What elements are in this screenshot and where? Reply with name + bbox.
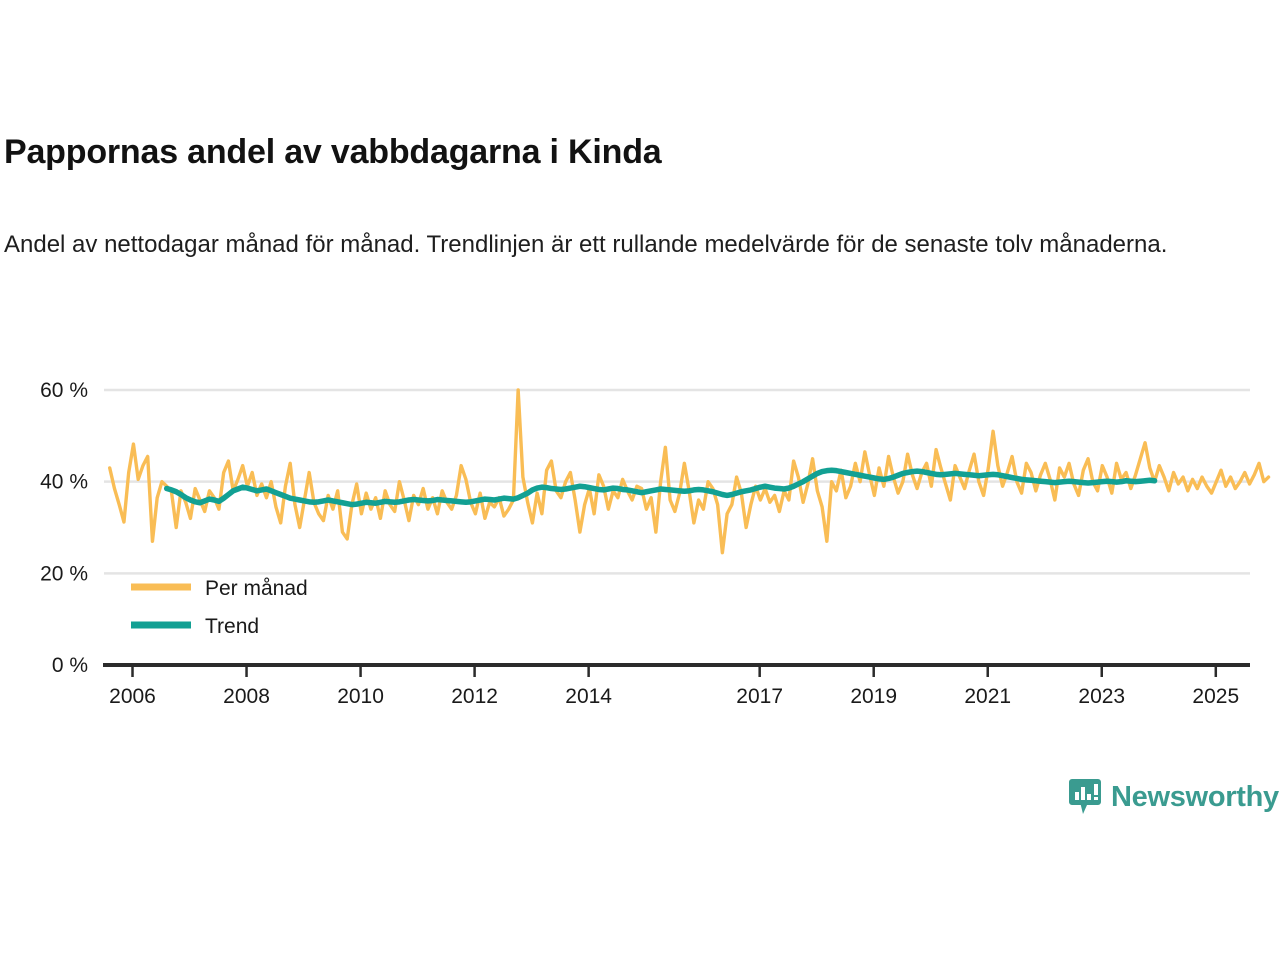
x-axis-tick-label: 2019 <box>850 685 897 708</box>
legend-label[interactable]: Trend <box>205 615 259 638</box>
y-axis-tick-labels: 0 % 20 % 40 % 60 % <box>40 379 88 677</box>
series-line-per-månad <box>107 388 1271 555</box>
legend-label[interactable]: Per månad <box>205 577 308 600</box>
bar-chart-speech-bubble-icon <box>1069 779 1101 814</box>
line-chart: 0 % 20 % 40 % 60 % 2006 2008 2010 2012 2014 2017… <box>0 360 1280 710</box>
x-axis-tick-label: 2025 <box>1192 685 1239 708</box>
newsworthy-logo[interactable]: Newsworthy <box>1068 778 1279 816</box>
page-subtitle: Andel av nettodagar månad för månad. Tre… <box>4 231 1168 258</box>
y-axis-tick-label: 20 % <box>40 562 88 585</box>
chart-svg: 0 % 20 % 40 % 60 % 2006 2008 2010 2012 2014 2017… <box>40 379 1271 708</box>
x-axis-tick-label: 2010 <box>337 685 384 708</box>
x-axis-tick-label: 2012 <box>451 685 498 708</box>
y-axis-tick-label: 60 % <box>40 379 88 402</box>
x-axis-tick-label: 2023 <box>1078 685 1125 708</box>
x-axis-tick-label: 2014 <box>565 685 612 708</box>
newsworthy-wordmark: Newsworthy <box>1111 780 1279 813</box>
x-axis-tick-labels: 2006 2008 2010 2012 2014 2017 2019 2021 2023 2025 <box>109 685 1239 708</box>
x-axis-tick-label: 2021 <box>964 685 1011 708</box>
y-axis-tick-label: 0 % <box>52 654 88 677</box>
x-axis-tick-label: 2008 <box>223 685 270 708</box>
page-title: Pappornas andel av vabbdagarna i Kinda <box>4 133 662 171</box>
x-axis-ticks <box>131 665 1218 677</box>
data-series-layer <box>107 388 1271 555</box>
series-line-trend <box>163 467 1158 508</box>
chart-legend: Per månad Trend <box>131 577 308 638</box>
y-axis-tick-label: 40 % <box>40 471 88 494</box>
x-axis-tick-label: 2006 <box>109 685 156 708</box>
x-axis-tick-label: 2017 <box>736 685 783 708</box>
